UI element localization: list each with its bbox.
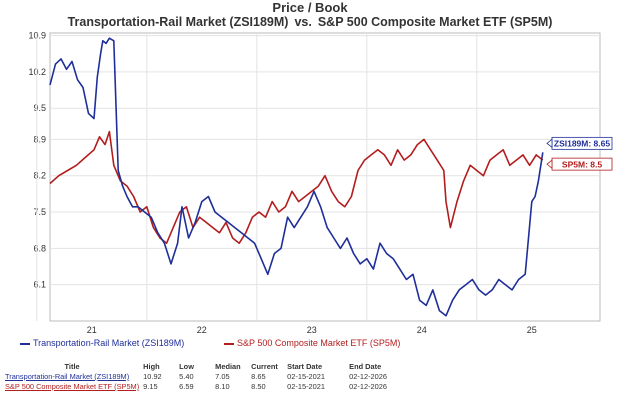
y-tick-label: 6.8 (33, 243, 46, 253)
stats-header-low: Low (179, 362, 194, 371)
price-book-chart: 6.16.87.58.28.99.510.210.92122232425ZSI1… (28, 31, 613, 335)
legend-item-sp5m[interactable]: S&P 500 Composite Market ETF (SP5M) (224, 338, 400, 348)
stats-row-zsi189m: Transportation-Rail Market (ZSI189M) 10.… (3, 372, 409, 382)
stats-title-link[interactable]: S&P 500 Composite Market ETF (SP5M) (5, 382, 140, 391)
callout-pointer (546, 138, 553, 149)
chart-subtitle: Transportation-Rail Market (ZSI189M) vs. S… (0, 15, 620, 30)
stats-current: 8.65 (251, 372, 266, 381)
stats-row-sp5m: S&P 500 Composite Market ETF (SP5M) 9.15… (3, 382, 409, 392)
y-tick-label: 6.1 (33, 280, 46, 290)
x-tick-label: 24 (417, 325, 427, 335)
stats-median: 7.05 (215, 372, 230, 381)
legend-swatch-sp5m (224, 342, 234, 345)
series-line-sp5m (49, 130, 544, 244)
legend-swatch-zsi189m (20, 342, 30, 345)
stats-header-end: End Date (349, 362, 382, 371)
stats-end-date: 02-12-2026 (349, 372, 387, 381)
legend-item-zsi189m[interactable]: Transportation-Rail Market (ZSI189M) (20, 338, 184, 348)
callout-label-zsi189m: ZSI189M: 8.65 (554, 139, 610, 149)
y-tick-label: 8.2 (33, 171, 46, 181)
chart-title: Price / Book (272, 0, 348, 15)
legend-label-sp5m: S&P 500 Composite Market ETF (SP5M) (237, 338, 401, 348)
stats-header-title: Title (64, 362, 80, 371)
stats-header-start: Start Date (287, 362, 323, 371)
legend-label-zsi189m: Transportation-Rail Market (ZSI189M) (33, 338, 185, 348)
x-tick-label: 22 (197, 325, 207, 335)
stats-header-high: High (143, 362, 160, 371)
y-tick-label: 8.9 (33, 134, 46, 144)
stats-title-link[interactable]: Transportation-Rail Market (ZSI189M) (5, 372, 130, 381)
stats-header-row: Title High Low Median Current Start Date… (3, 362, 409, 372)
x-tick-label: 23 (307, 325, 317, 335)
y-tick-label: 7.5 (33, 207, 46, 217)
subtitle-vs: vs. (294, 15, 312, 29)
stats-start-date: 02-15-2021 (287, 382, 325, 391)
stats-end-date: 02-12-2026 (349, 382, 387, 391)
stats-high: 9.15 (143, 382, 158, 391)
stats-low: 6.59 (179, 382, 194, 391)
callout-label-sp5m: SP5M: 8.5 (562, 159, 602, 169)
x-tick-label: 25 (527, 325, 537, 335)
stats-high: 10.92 (143, 372, 162, 381)
stats-header-median: Median (215, 362, 241, 371)
subtitle-series-a: Transportation-Rail Market (ZSI189M) (67, 15, 289, 29)
subtitle-series-b: S&P 500 Composite Market ETF (SP5M) (317, 15, 553, 29)
stats-current: 8.50 (251, 382, 266, 391)
chart-header: Price / Book Transportation-Rail Market … (0, 0, 620, 30)
stats-header-current: Current (251, 362, 278, 371)
series-line-zsi189m (49, 37, 544, 317)
callout-pointer (546, 159, 553, 169)
stats-low: 5.40 (179, 372, 194, 381)
y-tick-label: 9.5 (33, 103, 46, 113)
stats-table: Title High Low Median Current Start Date… (3, 362, 409, 392)
stats-start-date: 02-15-2021 (287, 372, 325, 381)
x-tick-label: 21 (87, 325, 97, 335)
stats-median: 8.10 (215, 382, 230, 391)
